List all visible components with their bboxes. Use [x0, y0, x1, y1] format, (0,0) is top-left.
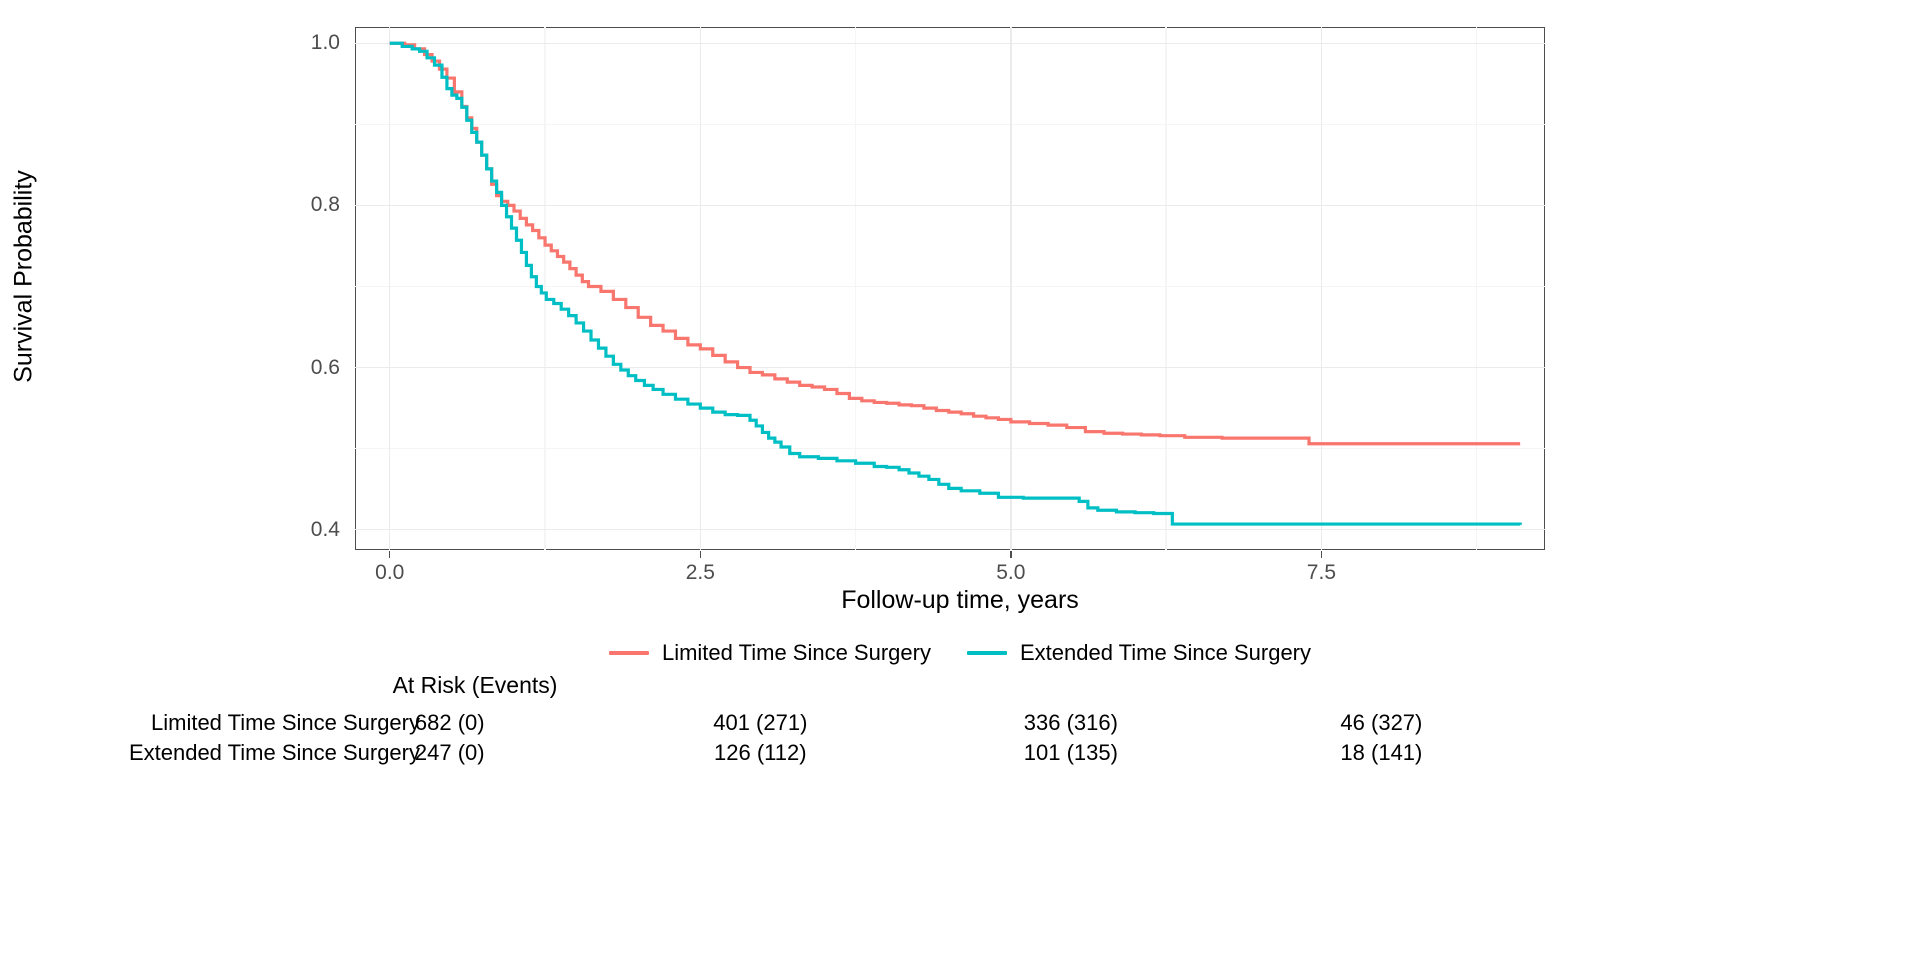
gridline-minor-horizontal	[355, 123, 1545, 125]
legend-item-0[interactable]: Limited Time Since Surgery	[608, 640, 931, 666]
gridline-major-vertical	[1010, 27, 1012, 550]
y-axis-tick-label: 0.6	[310, 355, 340, 379]
gridline-minor-horizontal	[355, 447, 1545, 450]
gridline-minor-vertical	[854, 27, 857, 550]
gridline-major-vertical	[699, 27, 701, 550]
at-risk-row-label: Extended Time Since Surgery	[128, 740, 420, 765]
at-risk-cell: 401 (271)	[713, 710, 808, 735]
at-risk-table-row: Limited Time Since Surgery 682 (0) 401 (27…	[0, 710, 1920, 740]
x-axis-tick-mark	[699, 551, 702, 558]
x-axis-tick-label: 7.5	[1306, 561, 1337, 584]
x-axis-title: Follow-up time, years	[841, 586, 1079, 614]
gridline-minor-horizontal	[355, 285, 1545, 288]
y-axis-tick-labels: 0.4 0.6 0.8 1.0	[215, 0, 569, 960]
panel-background	[355, 27, 1545, 550]
legend-item-1[interactable]: Extended Time Since Surgery	[966, 640, 1312, 666]
legend-line-icon	[608, 651, 649, 655]
survival-curve-series-0	[389, 41, 1521, 446]
gridline-major-horizontal	[355, 529, 1545, 531]
gridline-major-vertical	[389, 27, 391, 550]
gridline-major-horizontal	[355, 42, 1545, 44]
survival-curve-series-1	[389, 41, 1522, 526]
y-axis-tick-label: 0.8	[310, 193, 340, 217]
x-axis-tick-mark	[1320, 551, 1323, 558]
survival-curves	[389, 41, 1522, 526]
at-risk-table-title: At Risk (Events)	[392, 672, 558, 698]
legend-label: Extended Time Since Surgery	[1019, 640, 1312, 665]
x-axis-tick-mark	[389, 551, 391, 558]
plot-panel	[355, 27, 1545, 550]
gridline-major-horizontal	[355, 204, 1545, 207]
at-risk-row-label: Limited Time Since Surgery	[151, 710, 420, 735]
gridline-minor-vertical	[1165, 27, 1167, 550]
gridline-minor-vertical	[1475, 27, 1478, 550]
at-risk-table-row: Extended Time Since Surgery 247 (0) 126 (1…	[0, 740, 1920, 770]
chart-legend: Limited Time Since Surgery Extended Time …	[0, 640, 1920, 666]
y-axis-title: Survival Probability	[9, 170, 38, 383]
gridline-major-vertical	[1320, 27, 1323, 550]
at-risk-cell: 336 (316)	[1023, 710, 1118, 735]
x-axis-tick-mark	[1010, 551, 1012, 558]
legend-label: Limited Time Since Surgery	[661, 640, 931, 665]
legend-line-icon	[966, 651, 1007, 655]
at-risk-cell: 101 (135)	[1023, 740, 1118, 765]
at-risk-cell: 126 (112)	[714, 740, 807, 765]
at-risk-cell: 247 (0)	[414, 740, 485, 765]
at-risk-cell: 18 (141)	[1340, 740, 1423, 765]
x-axis-tick-label: 2.5	[685, 561, 715, 584]
x-axis-tick-label: 5.0	[996, 561, 1026, 584]
gridline-minor-vertical	[544, 27, 546, 550]
y-axis-tick-label: 1.0	[310, 31, 340, 55]
at-risk-cell: 682 (0)	[414, 710, 485, 735]
x-axis-tick-label: 0.0	[375, 561, 405, 584]
at-risk-cell: 46 (327)	[1340, 710, 1423, 735]
gridline-major-horizontal	[355, 366, 1545, 369]
y-axis-tick-label: 0.4	[310, 517, 340, 541]
